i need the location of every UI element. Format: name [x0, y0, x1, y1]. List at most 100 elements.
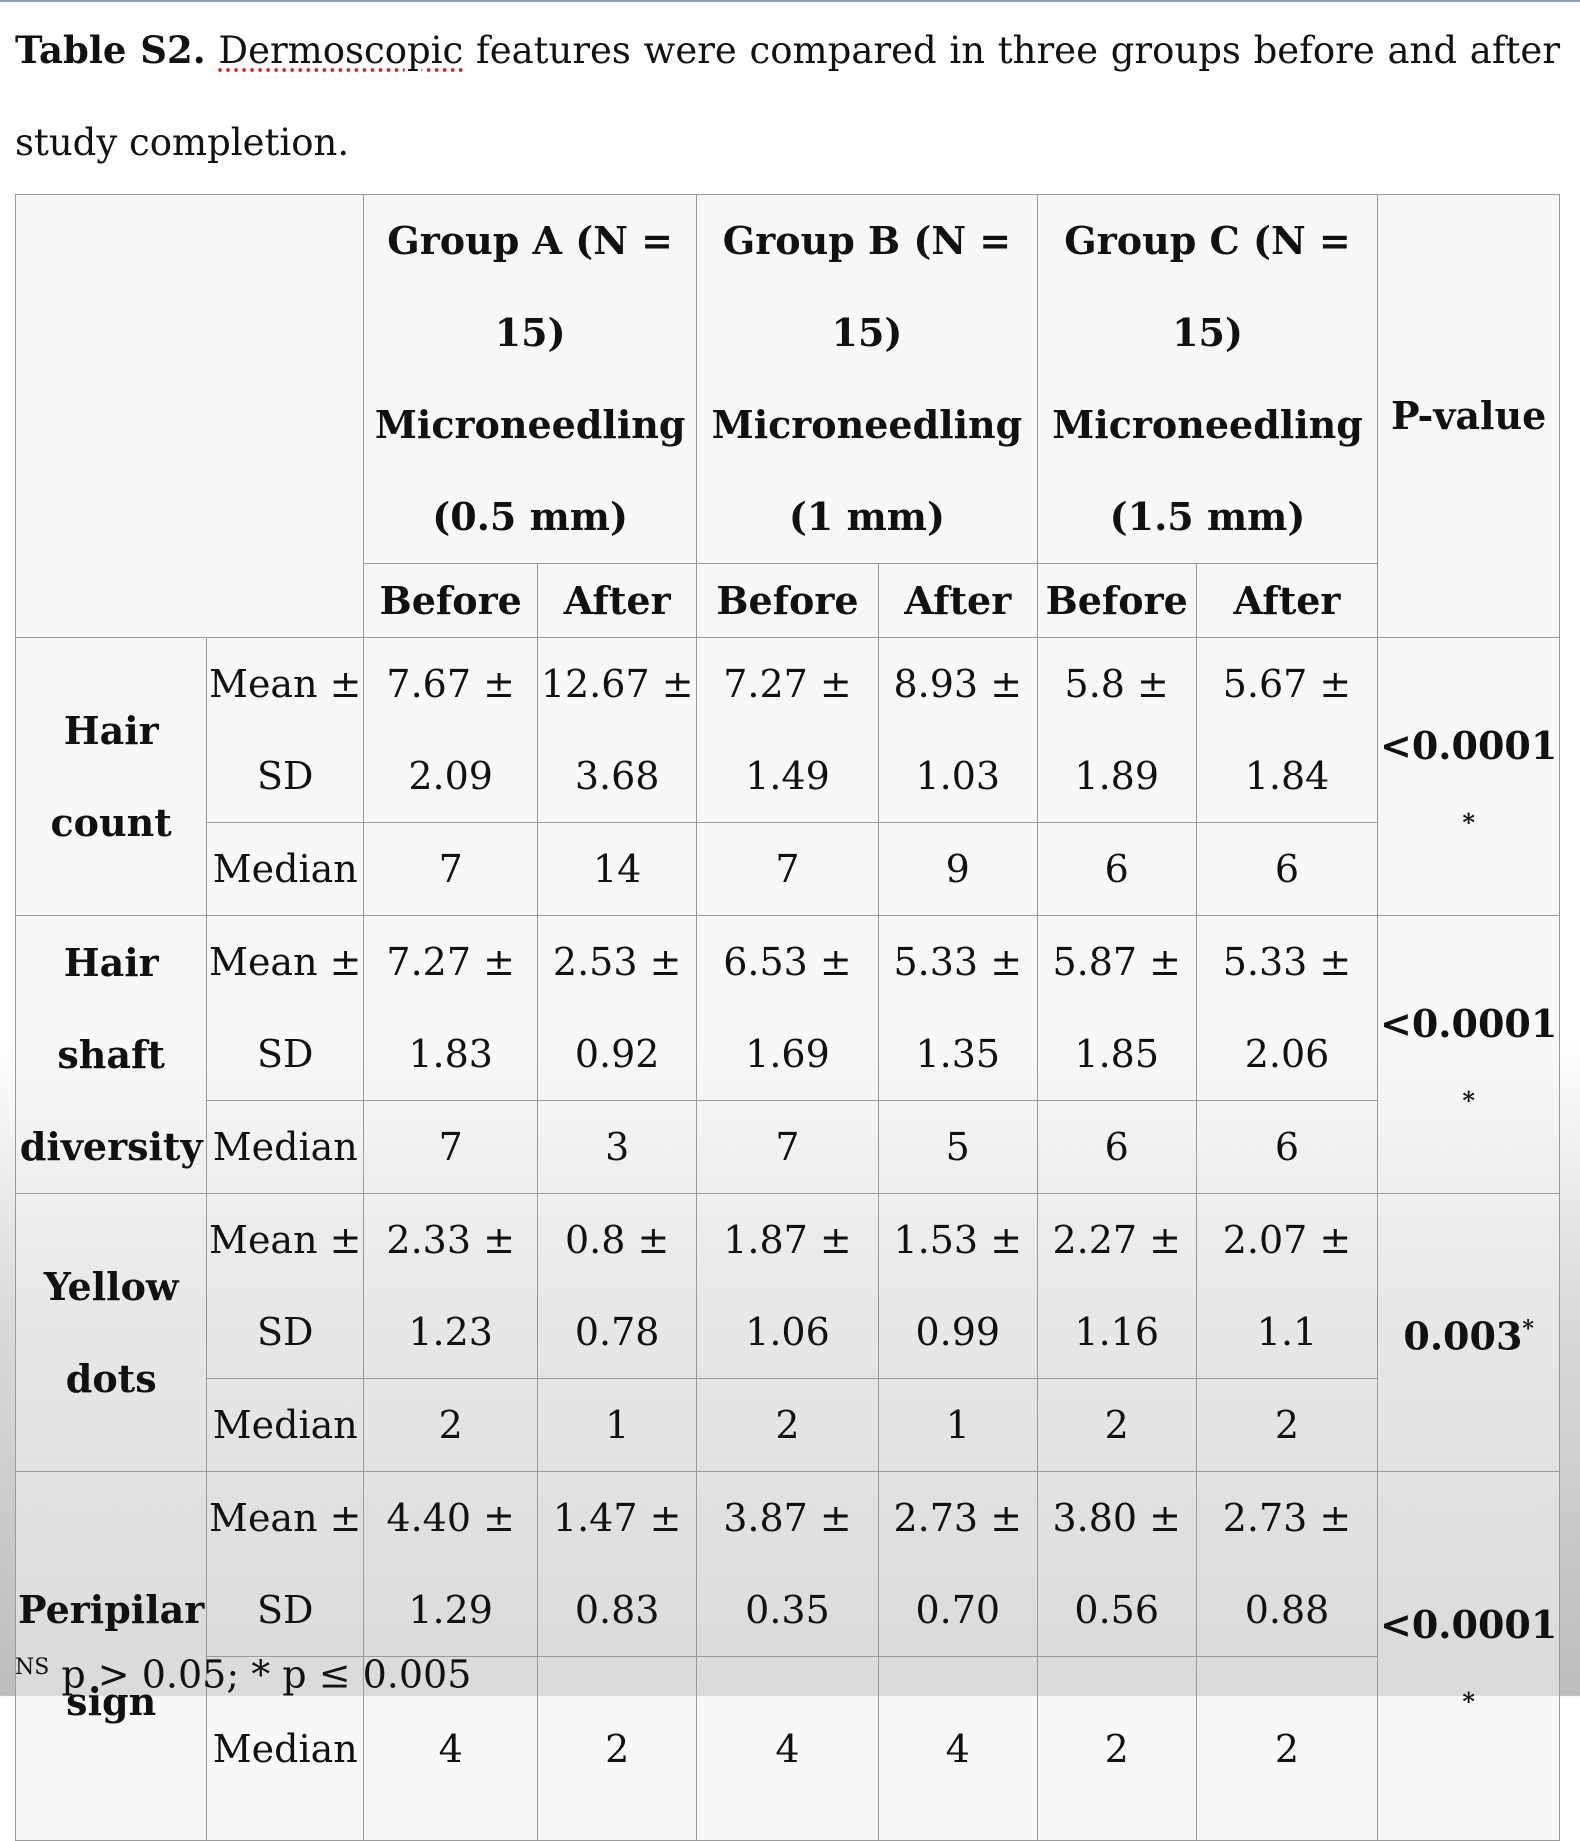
- mean-value: 2.27 ±: [1052, 1218, 1181, 1262]
- stat-mean-sd: Mean ± SD: [206, 1471, 365, 1657]
- header-group-a: Group A (N = 15) Microneedling (0.5 mm): [363, 194, 698, 564]
- sd-value: 1.16: [1074, 1310, 1159, 1354]
- mean-value: 6.53 ±: [723, 940, 852, 984]
- median-value: 4: [696, 1656, 879, 1841]
- pvalue-mark: *: [1462, 1687, 1475, 1716]
- mean-value: 1.53 ±: [893, 1218, 1023, 1262]
- caption-label: Table S2.: [15, 28, 206, 72]
- table-row: Yellow dots Mean ± SD 2.33 ± 1.23 0.8 ± 0.7…: [14, 1193, 1560, 1472]
- mean-value: 2.73 ±: [1222, 1496, 1352, 1540]
- cell-mean-sd: 7.67 ± 2.09: [363, 637, 539, 823]
- mean-value: 2.53 ±: [552, 940, 682, 984]
- sd-value: 0.99: [915, 1310, 1001, 1354]
- group-b-title: Group B (N = 15): [722, 218, 1012, 355]
- median-value: 14: [537, 822, 698, 916]
- sd-value: 0.35: [745, 1588, 830, 1632]
- row-label-yellow-dots: Yellow dots: [14, 1193, 208, 1472]
- stat-mean-label: Mean ±: [209, 940, 362, 984]
- cell-mean-sd: 5.8 ± 1.89: [1036, 637, 1197, 823]
- stat-mean-label: Mean ±: [209, 662, 362, 706]
- row-label-line: diversity: [19, 1123, 203, 1169]
- cell-mean-sd: 2.73 ± 0.88: [1195, 1471, 1379, 1657]
- cell-mean-sd: 4.40 ± 1.29: [363, 1471, 539, 1657]
- header-b-after: After: [877, 563, 1038, 638]
- pvalue-cell: 0.003*: [1377, 1193, 1560, 1472]
- median-value: 3: [537, 1100, 698, 1194]
- pvalue-cell: <0.0001 *: [1377, 637, 1560, 916]
- row-label-hair-shaft-diversity: Hair shaft diversity: [14, 915, 208, 1194]
- cell-mean-sd: 5.87 ± 1.85: [1036, 915, 1197, 1101]
- header-group-c: Group C (N = 15) Microneedling (1.5 mm): [1036, 194, 1379, 564]
- table-row: Peripilar sign Mean ± SD 4.40 ±1.29 1.47 …: [14, 1471, 1560, 1841]
- pvalue-mark: *: [1522, 1315, 1534, 1342]
- sd-value: 1.23: [408, 1310, 493, 1354]
- mean-value: 5.8 ±: [1064, 662, 1169, 706]
- group-a-treatment: Microneedling: [374, 402, 686, 447]
- cell-mean-sd: 1.87 ± 1.06: [696, 1193, 879, 1379]
- median-value: 2: [537, 1656, 698, 1841]
- group-b-treatment: Microneedling: [711, 402, 1023, 447]
- sd-value: 0.83: [574, 1588, 660, 1632]
- header-empty-cell: [14, 194, 365, 638]
- header-b-before: Before: [696, 563, 879, 638]
- row-label-line: Yellow: [43, 1263, 179, 1309]
- median-value: 2: [1036, 1656, 1197, 1841]
- mean-value: 3.80 ±: [1052, 1496, 1181, 1540]
- mean-value: 12.67 ±: [540, 662, 694, 706]
- median-value: 6: [1036, 822, 1197, 916]
- mean-value: 1.47 ±: [552, 1496, 682, 1540]
- row-label-line: Hair: [63, 939, 159, 985]
- sd-value: 1.85: [1074, 1032, 1159, 1076]
- median-value: 6: [1195, 1100, 1379, 1194]
- cell-mean-sd: 5.33 ± 2.06: [1195, 915, 1379, 1101]
- mean-value: 1.87 ±: [723, 1218, 852, 1262]
- mean-value: 5.33 ±: [1222, 940, 1352, 984]
- header-pvalue: P-value: [1377, 194, 1560, 638]
- caption-spellcheck-word[interactable]: Dermoscopic: [218, 29, 464, 72]
- mean-value: 7.27 ±: [386, 940, 515, 984]
- sd-value: 1.83: [408, 1032, 493, 1076]
- footnote-ns-mark: NS: [15, 1655, 50, 1680]
- sd-value: 1.49: [745, 754, 830, 798]
- pvalue-mark: *: [1462, 807, 1475, 837]
- cell-mean-sd: 3.80 ± 0.56: [1036, 1471, 1197, 1657]
- header-c-before: Before: [1036, 563, 1197, 638]
- top-border-line: [0, 0, 1580, 2]
- row-label-line: Hair: [63, 707, 159, 753]
- row-label-line: dots: [65, 1355, 157, 1401]
- pvalue-cell: <0.0001 *: [1377, 915, 1560, 1194]
- cell-mean-sd: 5.67 ± 1.84: [1195, 637, 1379, 823]
- sd-value: 1.69: [745, 1032, 830, 1076]
- pvalue-text: <0.0001: [1380, 1000, 1558, 1046]
- pvalue-mark: *: [1462, 1085, 1475, 1115]
- table-caption: Table S2. Dermoscopic features were comp…: [15, 4, 1560, 189]
- median-value: 1: [537, 1378, 698, 1472]
- header-c-after: After: [1195, 563, 1379, 638]
- table-row: Median 7 3 7 5 6 6: [16, 1100, 1560, 1194]
- mean-value: 7.67 ±: [386, 662, 515, 706]
- stat-median: Median: [206, 1378, 365, 1472]
- caption-text: features were compared in three groups b…: [15, 29, 1561, 164]
- median-value: 6: [1036, 1100, 1197, 1194]
- header-row-timepoints: Before After Before After Before After: [16, 563, 1560, 638]
- median-value: 7: [696, 1100, 879, 1194]
- median-value: 4: [877, 1656, 1038, 1841]
- sd-value: 0.92: [574, 1032, 660, 1076]
- mean-value: 7.27 ±: [723, 662, 852, 706]
- cell-mean-sd: 2.07 ± 1.1: [1195, 1193, 1379, 1379]
- cell-mean-sd: 7.27 ± 1.49: [696, 637, 879, 823]
- mean-value: 2.07 ±: [1222, 1218, 1352, 1262]
- pvalue-text: <0.0001: [1380, 1602, 1558, 1647]
- stat-mean-sd: Mean ± SD: [206, 1193, 365, 1379]
- stat-sd-label: SD: [257, 1310, 314, 1354]
- table-row: Hair count Mean ± SD 7.67 ± 2.09 12.67 ± 3.…: [14, 637, 1560, 916]
- group-c-depth: (1.5 mm): [1109, 494, 1306, 539]
- cell-mean-sd: 8.93 ± 1.03: [877, 637, 1038, 823]
- header-row-groups: Group A (N = 15) Microneedling (0.5 mm) …: [14, 194, 1560, 638]
- mean-value: 5.33 ±: [893, 940, 1023, 984]
- sd-value: 1.89: [1074, 754, 1159, 798]
- median-value: 2: [1036, 1378, 1197, 1472]
- cell-mean-sd: 1.53 ± 0.99: [877, 1193, 1038, 1379]
- table-row: Median 7 14 7 9 6 6: [16, 822, 1560, 916]
- stat-mean-sd: Mean ± SD: [206, 637, 365, 823]
